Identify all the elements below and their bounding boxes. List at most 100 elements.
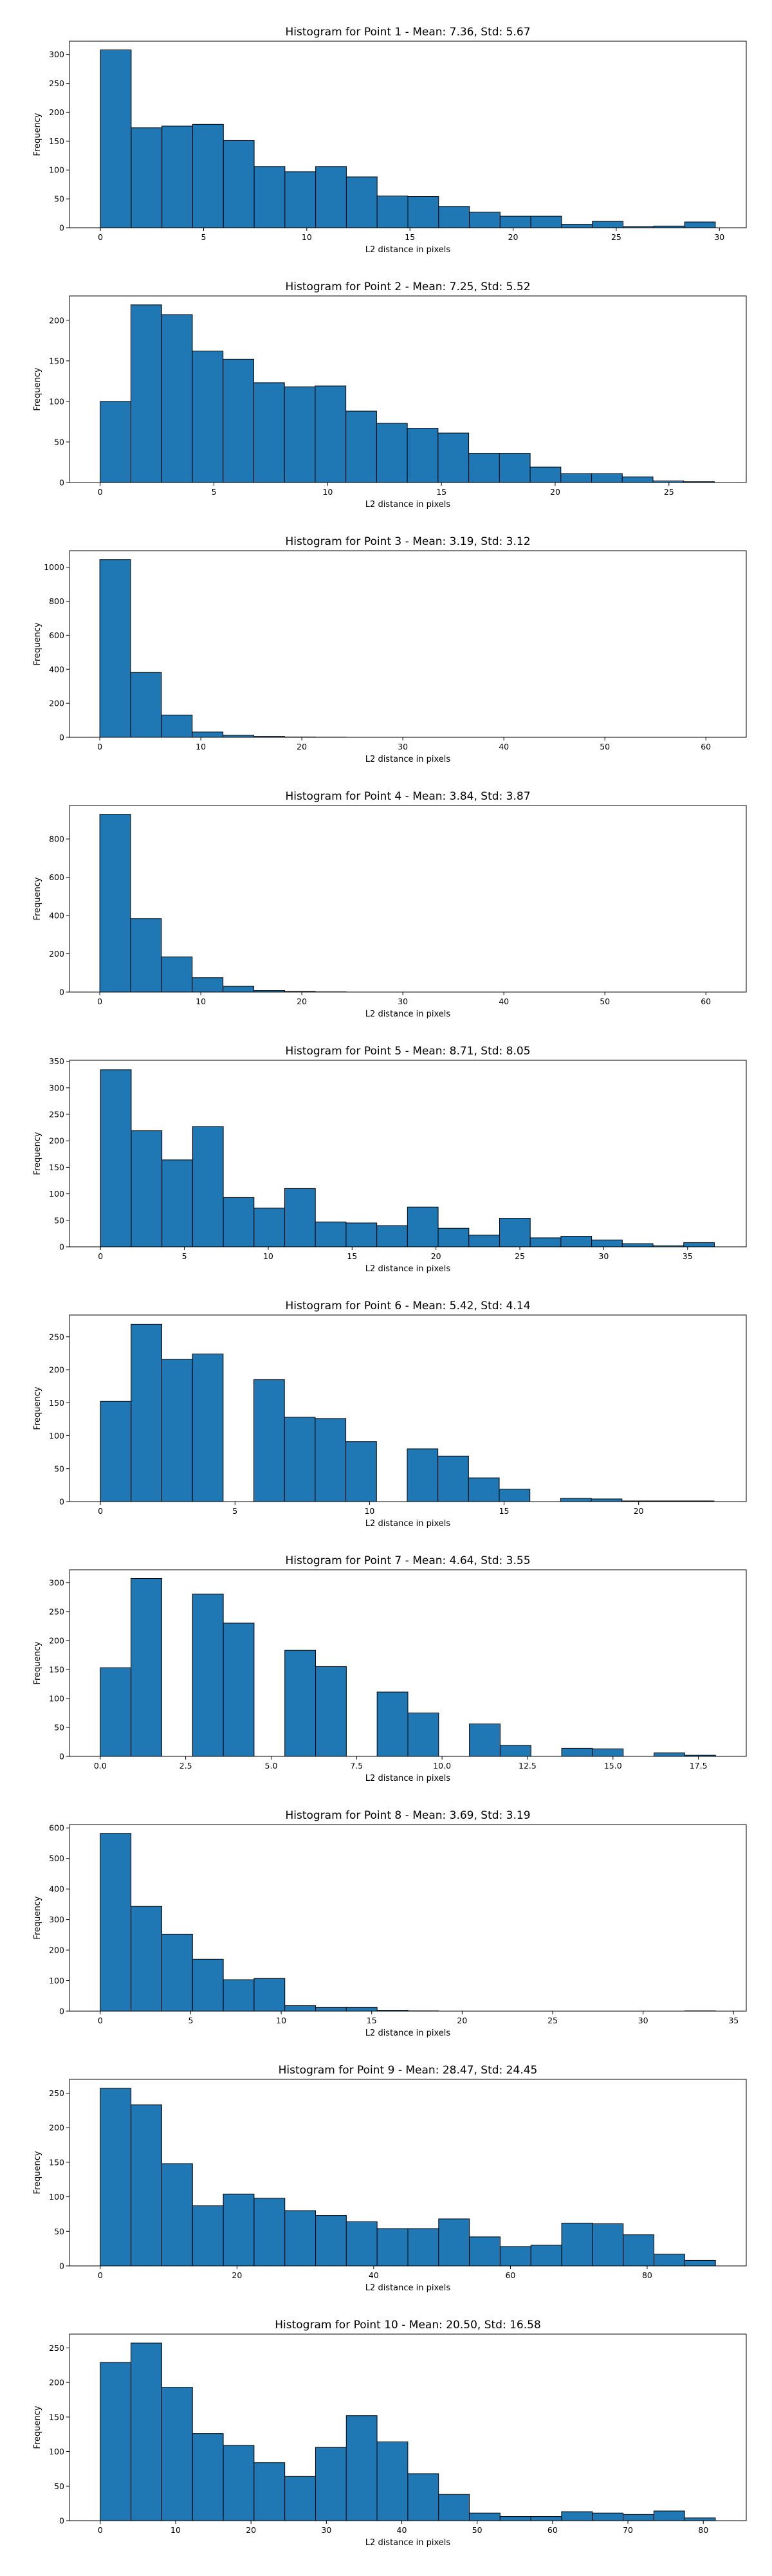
- x-axis-label: L2 distance in pixels: [365, 1009, 451, 1019]
- y-tick-label: 200: [49, 315, 64, 325]
- histogram-bar: [377, 2442, 408, 2521]
- histogram-bar: [346, 1442, 377, 1502]
- histogram-bar: [161, 315, 192, 483]
- y-tick-label: 250: [49, 1110, 64, 1119]
- histogram-bar: [562, 1748, 593, 1756]
- x-tick-label: 0: [98, 1506, 103, 1516]
- y-tick-label: 100: [49, 396, 64, 406]
- histogram-bar: [530, 1238, 561, 1247]
- y-tick-label: 250: [49, 2343, 64, 2353]
- histogram-bar: [100, 50, 131, 228]
- histogram-bar: [376, 423, 407, 483]
- y-tick-label: 200: [49, 699, 64, 708]
- x-tick-label: 0: [98, 487, 103, 497]
- x-tick-label: 50: [472, 2525, 482, 2535]
- y-tick-label: 250: [49, 1332, 64, 1341]
- histogram-bar: [377, 1226, 408, 1247]
- x-axis-label: L2 distance in pixels: [365, 1264, 451, 1274]
- histogram-bar: [100, 2362, 131, 2521]
- y-axis-label: Frequency: [33, 367, 42, 410]
- histogram-bar: [439, 2219, 470, 2266]
- histogram-bar: [131, 672, 161, 737]
- histogram-bar: [439, 2494, 470, 2521]
- x-tick-label: 0: [97, 997, 102, 1006]
- x-axis-label: L2 distance in pixels: [365, 2538, 451, 2548]
- y-tick-label: 300: [49, 1578, 64, 1587]
- histogram-bar: [285, 2476, 316, 2521]
- x-tick-label: 40: [499, 742, 509, 751]
- y-axis-label: Frequency: [33, 1896, 42, 1939]
- x-axis-label: L2 distance in pixels: [365, 1774, 451, 1783]
- x-tick-label: 15: [367, 2016, 377, 2025]
- x-tick-label: 60: [701, 997, 711, 1006]
- histogram-bar: [470, 1724, 501, 1756]
- x-tick-label: 30: [398, 997, 408, 1006]
- histogram-bar: [470, 212, 501, 228]
- histogram-bar: [284, 387, 315, 483]
- histogram-bar: [315, 1222, 346, 1247]
- x-tick-label: 0: [98, 232, 103, 242]
- y-axis-label: Frequency: [33, 1386, 42, 1430]
- histogram-bar: [223, 359, 254, 483]
- histogram-bar: [131, 919, 161, 992]
- x-tick-label: 40: [397, 2525, 407, 2535]
- histogram-bar: [685, 2260, 715, 2266]
- y-tick-label: 600: [49, 630, 64, 640]
- y-tick-label: 300: [49, 50, 64, 59]
- histogram-bar: [408, 197, 439, 228]
- x-axis-label: L2 distance in pixels: [365, 755, 451, 764]
- histogram-bar: [192, 978, 223, 992]
- histogram-bar: [593, 1749, 623, 1756]
- histogram-bar: [593, 2513, 623, 2521]
- histogram-bar: [438, 1228, 469, 1247]
- y-tick-label: 1000: [44, 562, 64, 572]
- y-tick-label: 0: [59, 733, 64, 742]
- histogram-bar: [162, 1160, 193, 1247]
- x-tick-label: 15: [499, 1506, 510, 1516]
- histogram-bar: [654, 1753, 685, 1756]
- histogram-bar: [592, 1240, 623, 1247]
- x-tick-label: 30: [598, 1251, 609, 1261]
- histogram-bar: [100, 401, 131, 483]
- x-tick-label: 20: [634, 1506, 644, 1516]
- y-tick-label: 100: [49, 2447, 64, 2456]
- histogram-bar: [531, 2517, 562, 2521]
- histogram-panel-6: Histogram for Point 6 - Mean: 5.42, Std:…: [33, 1300, 746, 1529]
- x-tick-label: 20: [508, 232, 519, 242]
- x-tick-label: 40: [499, 997, 509, 1006]
- y-axis-label: Frequency: [33, 622, 42, 665]
- y-axis-label: Frequency: [33, 1641, 42, 1684]
- y-tick-label: 400: [49, 911, 64, 921]
- histogram-bar: [254, 1379, 285, 1502]
- histogram-bar: [192, 124, 223, 228]
- y-tick-label: 50: [54, 2481, 64, 2491]
- histogram-bar: [499, 454, 530, 483]
- y-tick-label: 0: [59, 2007, 64, 2016]
- histogram-bar: [254, 1978, 285, 2011]
- histogram-bar: [161, 1359, 192, 1502]
- x-tick-label: 15.0: [604, 1761, 622, 1771]
- histogram-bar: [316, 2216, 347, 2266]
- histogram-bar: [223, 1980, 254, 2011]
- histogram-bar: [161, 957, 192, 992]
- x-tick-label: 10: [364, 1506, 374, 1516]
- x-tick-label: 50: [600, 997, 610, 1006]
- histogram-bar: [407, 1449, 438, 1502]
- histogram-bar: [100, 1834, 131, 2011]
- x-tick-label: 0: [97, 742, 102, 751]
- chart-title: Histogram for Point 3 - Mean: 3.19, Std:…: [285, 535, 530, 548]
- y-tick-label: 100: [49, 1693, 64, 1703]
- histogram-bar: [131, 1324, 162, 1502]
- y-tick-label: 250: [49, 78, 64, 88]
- histogram-bar: [316, 1666, 347, 1756]
- histogram-bar: [346, 1223, 377, 1247]
- x-axis-label: L2 distance in pixels: [365, 2029, 451, 2038]
- histogram-bar: [438, 1456, 469, 1502]
- x-tick-label: 30: [714, 232, 724, 242]
- histogram-bar: [499, 1219, 530, 1247]
- histogram-bar: [285, 1650, 316, 1756]
- histogram-bar: [346, 177, 377, 228]
- histogram-bar: [685, 2518, 715, 2521]
